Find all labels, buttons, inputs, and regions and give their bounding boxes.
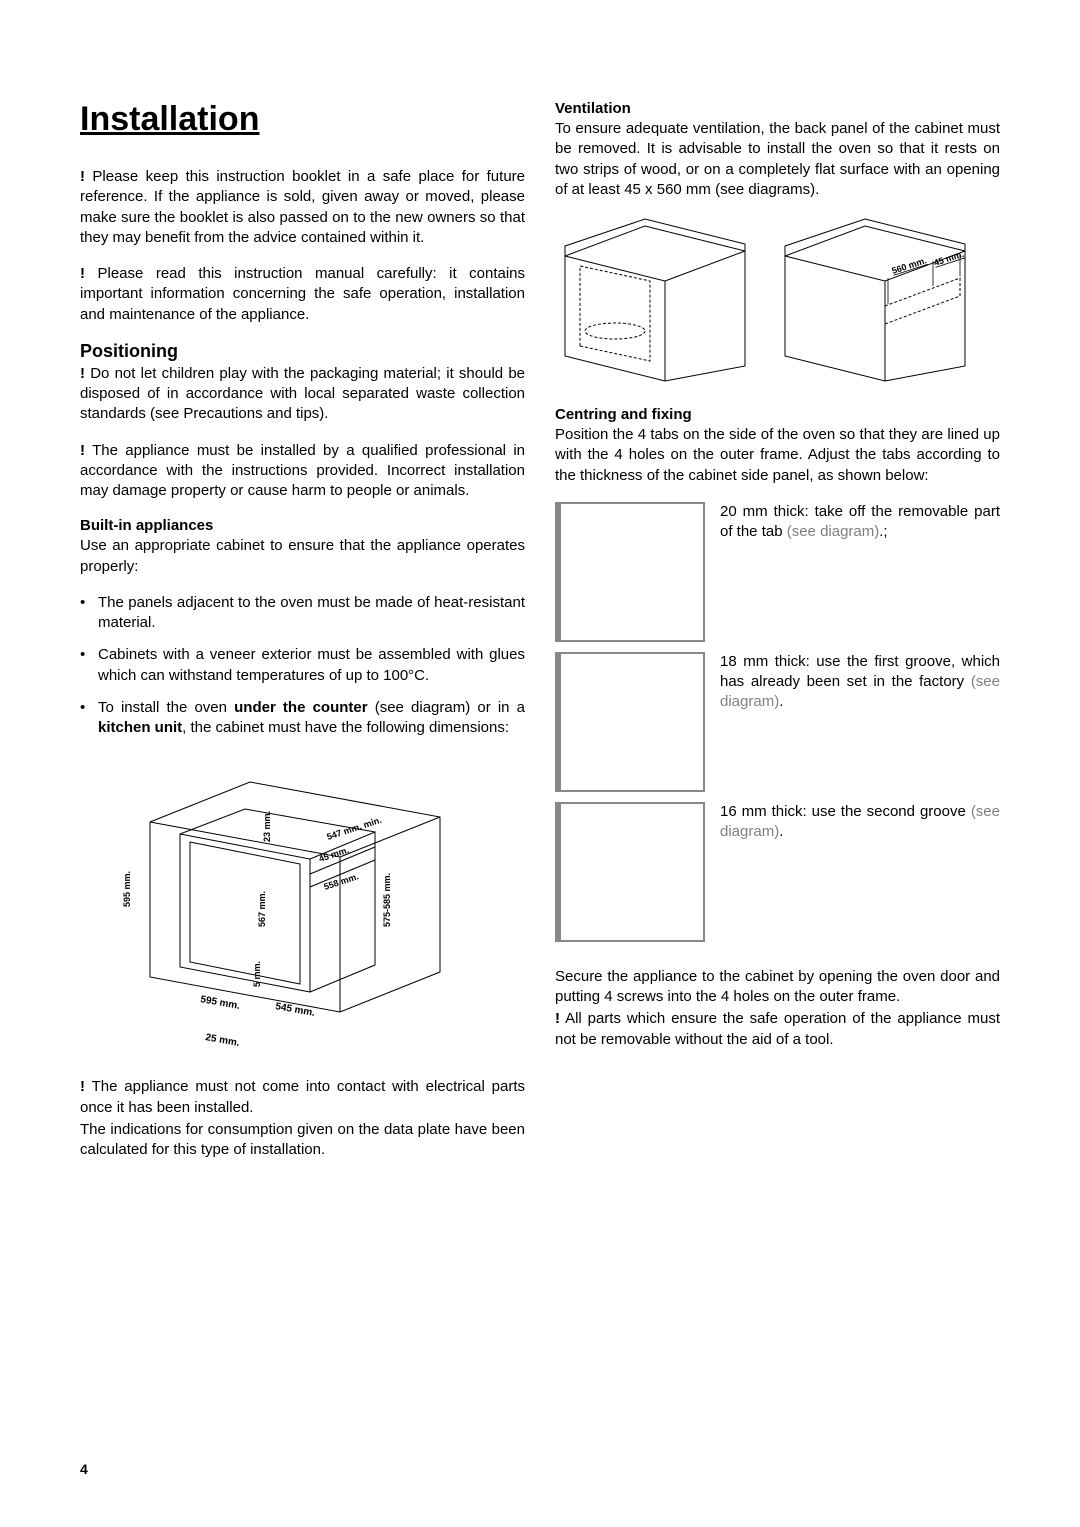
dim-label: 567 mm. (257, 891, 267, 927)
list-item: To install the oven under the counter (s… (98, 698, 525, 739)
right-column: Ventilation To ensure adequate ventilati… (555, 100, 1000, 1176)
warning-paragraph: ! Please keep this instruction booklet i… (80, 167, 525, 248)
dim-label: 23 mm. (262, 811, 272, 842)
dim-label: 595 mm. (122, 871, 132, 907)
tab-diagram-placeholder (555, 652, 705, 792)
centring-intro: Position the 4 tabs on the side of the o… (555, 425, 1000, 486)
exclamation-icon: ! (80, 365, 85, 382)
warning-paragraph: ! Do not let children play with the pack… (80, 364, 525, 425)
bullet-list: The panels adjacent to the oven must be … (80, 593, 525, 739)
exclamation-icon: ! (80, 168, 85, 185)
page-container: Installation ! Please keep this instruct… (80, 100, 1000, 1176)
warning-paragraph: ! The appliance must not come into conta… (80, 1077, 525, 1118)
dim-label: 5 mm. (252, 961, 262, 987)
tab-description: 20 mm thick: take off the removable part… (720, 502, 1000, 543)
warning-text: Please read this instruction manual care… (80, 265, 525, 323)
ventilation-diagram-left (555, 216, 755, 386)
warning-text: The appliance must not come into contact… (80, 1078, 525, 1115)
dim-label: 547 mm. min. (326, 815, 383, 842)
sub-heading: Ventilation (555, 100, 1000, 117)
section-heading: Positioning (80, 341, 525, 362)
tab-option-20mm: 20 mm thick: take off the removable part… (555, 502, 1000, 642)
tab-option-18mm: 18 mm thick: use the first groove, which… (555, 652, 1000, 792)
dim-label: 575-585 mm. (382, 873, 392, 927)
note-text: The indications for consumption given on… (80, 1120, 525, 1161)
tab-description: 18 mm thick: use the first groove, which… (720, 652, 1000, 713)
sub-heading: Centring and fixing (555, 406, 1000, 423)
tab-description: 16 mm thick: use the second groove (see … (720, 802, 1000, 843)
dim-label: 595 mm. (199, 994, 241, 1012)
tab-diagram-placeholder (555, 802, 705, 942)
warning-text: The appliance must be installed by a qua… (80, 442, 525, 500)
tab-diagram-placeholder (555, 502, 705, 642)
ventilation-diagram-right: 560 mm. 45 mm. (775, 216, 975, 386)
page-number: 4 (80, 1461, 88, 1477)
left-column: Installation ! Please keep this instruct… (80, 100, 525, 1176)
intro-text: Use an appropriate cabinet to ensure tha… (80, 536, 525, 577)
warning-paragraph: ! The appliance must be installed by a q… (80, 441, 525, 502)
secure-text: Secure the appliance to the cabinet by o… (555, 967, 1000, 1008)
cabinet-dimensions-diagram: 595 mm. 567 mm. 23 mm. 5 mm. 547 mm. min… (110, 762, 450, 1052)
dim-label: 25 mm. (204, 1032, 240, 1049)
exclamation-icon: ! (80, 265, 85, 282)
ventilation-text: To ensure adequate ventilation, the back… (555, 119, 1000, 200)
exclamation-icon: ! (80, 442, 85, 459)
warning-paragraph: ! Please read this instruction manual ca… (80, 264, 525, 325)
list-item: The panels adjacent to the oven must be … (98, 593, 525, 634)
page-title: Installation (80, 100, 525, 139)
list-item: Cabinets with a veneer exterior must be … (98, 645, 525, 686)
exclamation-icon: ! (555, 1010, 560, 1027)
exclamation-icon: ! (80, 1078, 85, 1095)
dim-label: 45 mm. (318, 845, 351, 864)
warning-text: All parts which ensure the safe operatio… (555, 1010, 1000, 1047)
sub-heading: Built-in appliances (80, 517, 525, 534)
warning-text: Do not let children play with the packag… (80, 365, 525, 423)
dim-label: 560 mm. (891, 255, 928, 276)
ventilation-diagrams: 560 mm. 45 mm. (555, 216, 1000, 386)
warning-text: Please keep this instruction booklet in … (80, 168, 525, 246)
dim-label: 545 mm. (274, 1001, 316, 1019)
tab-option-16mm: 16 mm thick: use the second groove (see … (555, 802, 1000, 942)
warning-paragraph: ! All parts which ensure the safe operat… (555, 1009, 1000, 1050)
